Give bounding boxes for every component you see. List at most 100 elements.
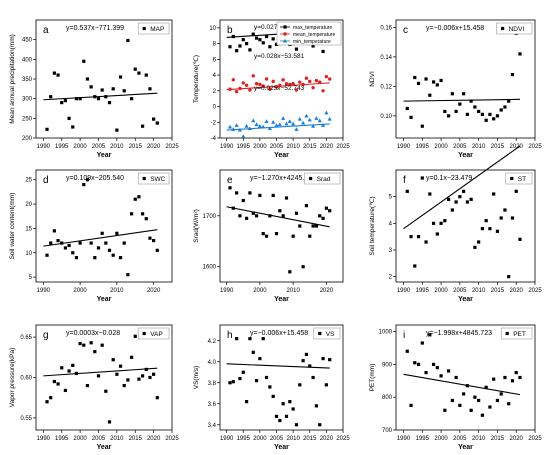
y-tick-label: -2 [211,120,217,126]
data-point [435,232,439,236]
data-point [281,116,286,120]
panel-g: 1990 1995 2000 2005 2010 2015 2020 2025 0.55 0.60… [9,324,179,451]
legend-label: MAP [150,26,164,33]
data-point [465,112,469,116]
data-point [231,206,235,210]
data-point [428,333,432,337]
y-tick-label: 350 [22,77,33,83]
data-point [420,124,424,128]
y-tick-label: 400 [22,57,33,63]
x-axis-label: Year [97,152,112,159]
data-point [268,214,272,218]
data-point [67,243,71,248]
data-point [314,404,319,408]
data-point [284,121,289,126]
data-point [288,400,292,404]
x-tick-label: 2005 [92,144,106,150]
data-point [465,200,469,204]
x-tick-label: 1995 [237,436,251,442]
legend-label: Srad [317,176,331,183]
data-point [510,72,515,77]
legend-marker [142,176,146,181]
data-point [278,418,282,423]
data-point [129,212,134,216]
data-point [267,126,272,131]
x-tick-label: 1990 [220,288,234,294]
x-axis-label: Year [274,152,289,159]
y-tick-label: 900 [382,362,393,368]
data-point [140,124,145,128]
x-tick-label: 2000 [73,436,87,442]
data-point [435,83,439,87]
data-point [251,32,255,36]
data-point [258,38,262,42]
data-point [248,88,252,92]
x-tick-label: 2010 [110,288,124,294]
data-point [274,42,279,46]
data-point [96,246,101,250]
data-point [52,379,56,384]
legend-marker [309,176,313,181]
data-point [268,385,272,389]
data-point [155,248,159,252]
data-point [304,113,309,118]
data-point [510,216,515,220]
data-point [298,80,302,84]
legend-box [137,22,170,35]
y-tick-label: 6 [213,57,217,63]
data-point [281,402,285,406]
legend-marker [283,32,287,36]
data-point [420,341,424,345]
trend-line-PET [403,373,521,396]
data-point [49,241,53,245]
trend-line-mean_temperature [226,82,330,91]
panel-h: 1990 1995 2000 2005 2010 2015 2020 2025 3.4 3.6 3.… [193,324,350,451]
data-point [480,112,485,116]
y-axis-label: VS(m/s) [193,366,200,389]
regression-equation: y=−1.998x+4845.723 [426,330,492,337]
data-point [85,77,90,81]
panel-letter: f [403,175,406,186]
data-point [96,97,101,101]
data-point [52,71,56,75]
panel-letter: i [403,330,405,341]
x-tick-label: 1995 [416,436,430,442]
y-tick-label: 5 [29,275,33,281]
x-tick-label: 2000 [253,144,267,150]
data-point [304,76,309,80]
data-point [238,214,242,218]
data-point [431,362,436,366]
y-tick-label: 15 [25,226,32,232]
legend-marker [505,331,509,336]
data-point [122,241,126,245]
y-axis-label: Mean annual precipitation(mm) [9,34,16,124]
regression-equation: y=−0.006x+15.458 [426,25,484,32]
data-point [137,195,141,199]
plot-frame [219,324,344,431]
data-point [318,80,322,84]
panel-letter: b [227,25,233,36]
data-point [274,123,279,127]
y-tick-label: 25 [25,178,32,184]
x-axis-label: Year [97,296,112,303]
data-point [278,209,282,213]
x-tick-label: 2010 [286,288,300,294]
legend-label: ST [518,176,526,183]
data-point [499,216,503,220]
x-axis-label: Year [97,444,112,451]
data-point [492,117,496,121]
y-tick-label: 300 [22,97,33,103]
data-point [321,89,325,93]
data-point [281,214,285,218]
data-point [129,355,134,359]
y-tick-label: 0.10 [380,114,392,120]
x-tick-label: 1995 [55,436,69,442]
y-tick-label: 0.12 [380,84,392,90]
x-tick-label: 2000 [434,144,448,150]
y-tick-label: 800 [382,395,393,401]
regression-equation: y=0.1x−23.479 [426,175,472,182]
x-tick-label: 2010 [110,144,124,150]
data-point [311,44,315,48]
data-point [328,209,332,213]
data-point [241,370,245,374]
